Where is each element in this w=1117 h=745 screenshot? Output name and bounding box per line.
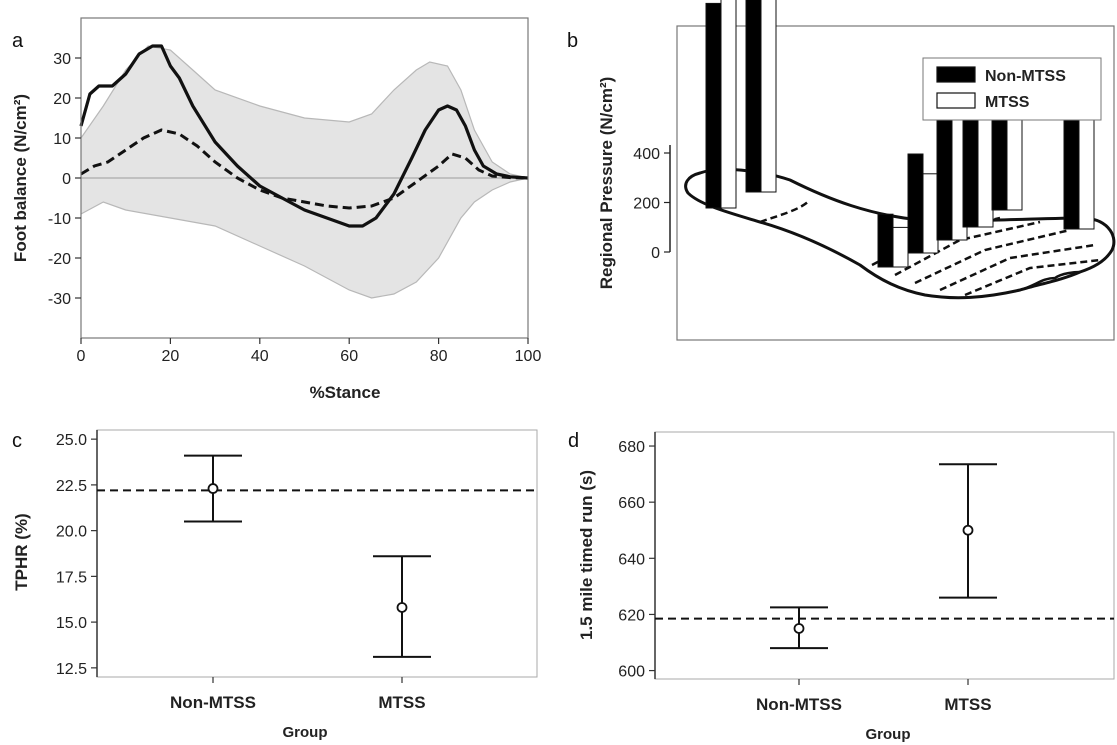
d-ytick-label: 680 <box>618 439 645 456</box>
b-ytick-label: 400 <box>633 146 660 163</box>
b-bar-non-mtss <box>1063 109 1080 230</box>
panel-d: d 680 660 640 620 600 Non-MTSS MTSS Group 1.5… <box>568 430 1115 743</box>
panel-d-letter: d <box>568 430 579 452</box>
d-y-title: 1.5 mile timed run (s) <box>577 470 596 640</box>
b-ytick-label: 0 <box>651 245 660 262</box>
b-bar-non-mtss <box>745 0 762 193</box>
c-ytick-label: 25.0 <box>56 432 87 449</box>
a-x-title: %Stance <box>310 383 381 402</box>
a-xtick-label: 60 <box>340 348 358 365</box>
b-bar-non-mtss <box>705 2 722 209</box>
b-bar-non-mtss <box>877 213 894 268</box>
c-mean-point <box>396 602 408 613</box>
c-x-title: Group <box>283 724 328 741</box>
c-ytick-label: 15.0 <box>56 615 87 632</box>
b-yticks: 400 200 0 <box>633 146 670 262</box>
legend-label-mtss: MTSS <box>985 94 1030 111</box>
c-xtick-label: MTSS <box>378 693 425 712</box>
a-yticks: 30 20 10 0 -10 -20 -30 <box>48 51 81 308</box>
b-bar-mtss <box>922 173 939 254</box>
d-xticks: Non-MTSS MTSS <box>756 679 992 714</box>
d-x-title: Group <box>866 726 911 743</box>
panel-c-letter: c <box>12 430 22 452</box>
b-bar-non-mtss <box>907 153 924 254</box>
a-y-title: Foot balance (N/cm²) <box>11 94 30 262</box>
legend-swatch-non-mtss <box>936 66 976 83</box>
a-series-solid-line <box>79 44 529 228</box>
d-ytick-label: 600 <box>618 664 645 681</box>
c-ytick-label: 17.5 <box>56 569 87 586</box>
c-mean-point <box>207 483 219 494</box>
c-frame <box>96 429 538 678</box>
a-xtick-label: 20 <box>162 348 180 365</box>
b-bar-mtss <box>892 226 909 268</box>
c-xtick-label: Non-MTSS <box>170 693 256 712</box>
a-ytick-label: 10 <box>53 131 71 148</box>
legend-label-non-mtss: Non-MTSS <box>985 68 1066 85</box>
b-legend: Non-MTSS MTSS <box>922 57 1102 121</box>
panel-c: c 25.022.520.017.515.012.5 Non-MTSS MTSS … <box>12 429 538 741</box>
a-ytick-label: -20 <box>48 251 71 268</box>
panel-b: b 400 200 0 Regional Pressure (N/cm²) Non-… <box>567 0 1116 341</box>
d-frame <box>654 431 1115 680</box>
c-ytick-label: 22.5 <box>56 478 87 495</box>
a-ytick-label: 20 <box>53 91 71 108</box>
d-xtick-label: Non-MTSS <box>756 695 842 714</box>
d-ytick-label: 640 <box>618 551 645 568</box>
d-mean-point <box>793 623 805 634</box>
a-xtick-label: 100 <box>515 348 542 365</box>
d-ytick-label: 660 <box>618 495 645 512</box>
a-lines-layer <box>79 44 529 228</box>
a-ytick-label: -30 <box>48 291 71 308</box>
a-ytick-label: 30 <box>53 51 71 68</box>
a-xtick-label: 80 <box>430 348 448 365</box>
legend-swatch-mtss <box>936 92 976 109</box>
c-yticks: 25.0 22.5 20.0 17.5 15.0 12.5 <box>56 432 97 678</box>
a-ytick-label: -10 <box>48 211 71 228</box>
a-series-dashed-line <box>80 128 529 210</box>
a-xticks: 0 20 40 60 80 100 <box>77 338 542 365</box>
d-ytick-label: 620 <box>618 607 645 624</box>
b-bar-non-mtss <box>936 107 953 241</box>
a-band-lower-edge <box>80 177 529 299</box>
foot-toe-scallop <box>1019 270 1081 292</box>
c-ytick-label: 20.0 <box>56 524 87 541</box>
b-bar-mtss <box>720 0 737 209</box>
a-band-layer <box>80 45 529 299</box>
a-ytick-label: 0 <box>62 171 71 188</box>
d-marks-layer <box>770 463 997 650</box>
c-y-title: TPHR (%) <box>12 513 31 590</box>
panel-a-letter: a <box>12 30 24 52</box>
c-ytick-label: 12.5 <box>56 661 87 678</box>
b-ytick-label: 200 <box>633 196 660 213</box>
c-xticks: Non-MTSS MTSS <box>170 677 426 712</box>
d-mean-point <box>962 524 974 536</box>
panel-b-letter: b <box>567 30 578 52</box>
a-xtick-label: 0 <box>77 348 86 365</box>
d-xtick-label: MTSS <box>944 695 991 714</box>
d-yticks: 680 660 640 620 600 <box>618 439 655 681</box>
a-xtick-label: 40 <box>251 348 269 365</box>
b-bar-mtss <box>760 0 777 193</box>
a-variability-band <box>81 46 528 298</box>
c-marks-layer <box>184 454 431 658</box>
b-y-title: Regional Pressure (N/cm²) <box>597 77 616 290</box>
